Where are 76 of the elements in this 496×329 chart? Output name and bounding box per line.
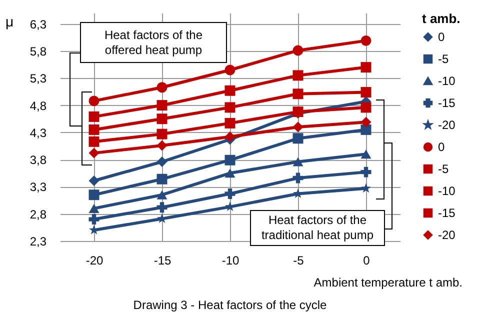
- x-axis-title: Ambient temperature t amb.: [314, 276, 462, 290]
- point: [224, 64, 236, 76]
- y-tick-label: 6,3: [30, 17, 47, 32]
- x-tick-label: -5: [293, 254, 304, 268]
- point: [360, 87, 372, 98]
- y-axis-title: μ: [6, 14, 14, 30]
- point: [156, 174, 168, 184]
- y-tick-label: 2,8: [30, 207, 47, 222]
- point: [88, 124, 100, 135]
- legend-label: -15: [438, 96, 456, 110]
- point: [88, 176, 100, 186]
- point: [88, 190, 100, 200]
- point: [224, 154, 236, 166]
- point: [361, 183, 371, 193]
- point: [156, 128, 168, 140]
- point: [88, 96, 100, 106]
- text: Drawing 3 - Heat factors of the cycle: [133, 298, 328, 312]
- point: [156, 100, 168, 111]
- point: [292, 45, 304, 56]
- legend-title: t amb.: [422, 11, 460, 26]
- legend-label: -10: [438, 184, 456, 198]
- point: [360, 150, 372, 159]
- x-tick-label: -20: [86, 254, 104, 268]
- text-box: Heat factors of the offered heat pump: [80, 22, 227, 63]
- point: [88, 214, 100, 225]
- legend-label: -5: [438, 52, 449, 66]
- x-tick-label: -10: [222, 254, 240, 268]
- text-box: Heat factors of the traditional heat pump: [250, 210, 385, 246]
- point: [224, 85, 236, 96]
- point: [89, 224, 99, 234]
- y-tick-label: 4,3: [30, 126, 47, 140]
- y-tick-label: 5,8: [30, 44, 47, 58]
- point: [292, 172, 304, 184]
- point: [292, 70, 304, 81]
- legend-label: -10: [438, 74, 456, 88]
- y-tick-label: 3,8: [30, 153, 47, 168]
- point: [293, 188, 303, 198]
- point: [292, 88, 304, 100]
- point: [360, 35, 372, 46]
- x-tick-label: -15: [154, 254, 172, 268]
- point: [88, 111, 100, 122]
- point: [224, 188, 236, 200]
- legend-label: 0: [438, 30, 445, 44]
- legend-label: 0: [438, 140, 445, 154]
- x-tick-label: 0: [363, 254, 370, 268]
- y-tick-label: 4,8: [30, 98, 47, 113]
- point: [224, 102, 236, 113]
- legend-label: -15: [438, 206, 456, 220]
- point: [360, 166, 372, 178]
- point: [157, 214, 167, 223]
- point: [156, 202, 168, 213]
- point: [156, 190, 168, 200]
- y-tick-label: 3,3: [30, 180, 47, 194]
- annotation: Heat factors of the offered heat pump: [103, 28, 204, 58]
- legend-label: -5: [438, 162, 449, 176]
- point: [292, 122, 304, 132]
- y-tick-label: 5,3: [30, 72, 47, 86]
- point: [156, 140, 168, 151]
- point: [156, 114, 168, 124]
- point: [224, 168, 236, 178]
- point: [224, 118, 236, 128]
- legend-label: -20: [438, 228, 456, 242]
- point: [360, 102, 372, 113]
- point: [292, 157, 304, 166]
- point: [224, 132, 236, 142]
- point: [225, 202, 235, 212]
- point: [360, 116, 372, 128]
- point: [292, 133, 304, 144]
- point: [156, 82, 168, 93]
- legend-label: -20: [438, 118, 456, 132]
- point: [88, 204, 100, 213]
- point: [88, 148, 100, 158]
- point: [88, 136, 100, 147]
- point: [156, 156, 168, 167]
- y-tick-label: 2,3: [30, 234, 47, 248]
- point: [360, 62, 372, 73]
